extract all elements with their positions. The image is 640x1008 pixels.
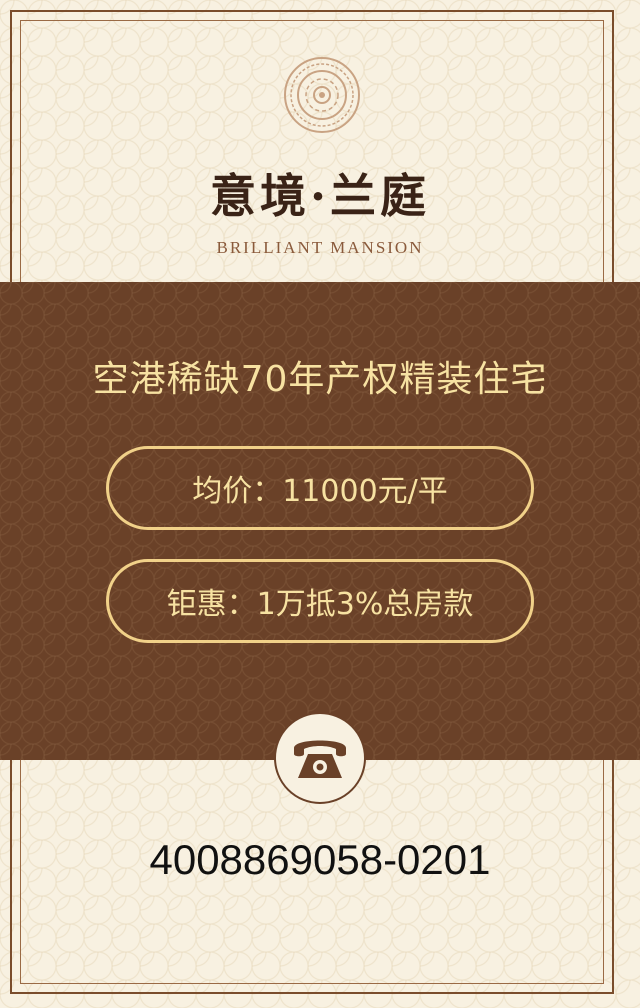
phone-call-button[interactable]	[274, 712, 366, 804]
discount-label: 钜惠：1万抵3%总房款	[166, 587, 474, 622]
discount-pill: 钜惠：1万抵3%总房款	[106, 559, 534, 643]
brand-subtitle: BRILLIANT MANSION	[216, 238, 424, 257]
price-pill: 均价：11000元/平	[106, 446, 534, 530]
promo-band	[0, 282, 640, 760]
phone-number[interactable]: 4008869058-0201	[149, 836, 491, 883]
headline: 空港稀缺70年产权精装住宅	[92, 359, 548, 400]
brand-title: 意境·兰庭	[209, 169, 430, 223]
price-label: 均价：11000元/平	[192, 474, 448, 509]
ornamental-medallion-icon	[284, 57, 360, 133]
telephone-icon	[294, 740, 346, 778]
